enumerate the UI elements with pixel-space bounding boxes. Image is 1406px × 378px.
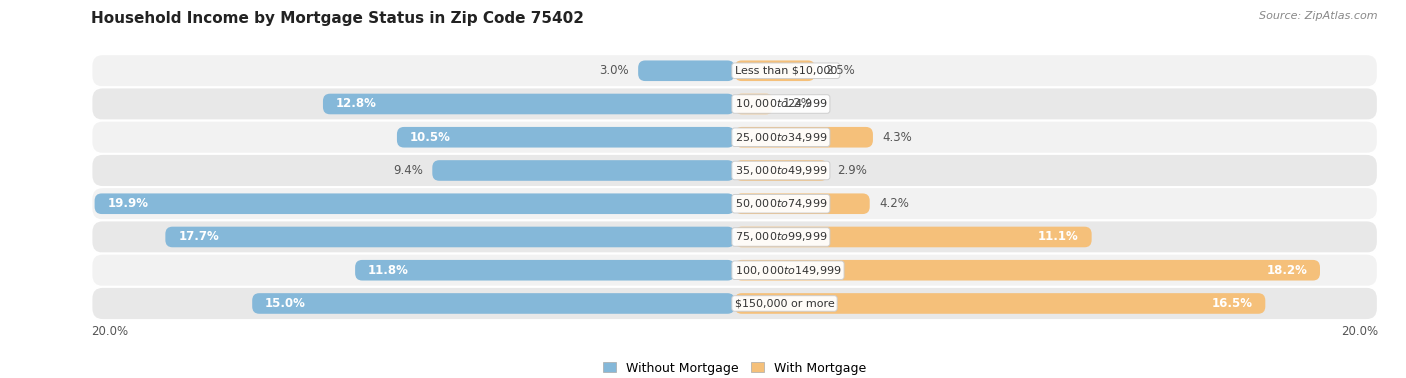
Text: $50,000 to $74,999: $50,000 to $74,999 <box>734 197 827 210</box>
Text: 20.0%: 20.0% <box>1341 325 1378 338</box>
Text: 18.2%: 18.2% <box>1267 264 1308 277</box>
FancyBboxPatch shape <box>734 260 1320 280</box>
Text: 4.3%: 4.3% <box>883 131 912 144</box>
Legend: Without Mortgage, With Mortgage: Without Mortgage, With Mortgage <box>599 356 870 378</box>
FancyBboxPatch shape <box>323 94 734 114</box>
FancyBboxPatch shape <box>166 227 734 247</box>
FancyBboxPatch shape <box>734 293 1265 314</box>
FancyBboxPatch shape <box>91 121 1378 154</box>
FancyBboxPatch shape <box>638 60 734 81</box>
Text: Less than $10,000: Less than $10,000 <box>734 66 837 76</box>
Text: $100,000 to $149,999: $100,000 to $149,999 <box>734 264 841 277</box>
Text: 4.2%: 4.2% <box>879 197 910 210</box>
Text: 11.1%: 11.1% <box>1038 231 1078 243</box>
Text: 9.4%: 9.4% <box>392 164 423 177</box>
FancyBboxPatch shape <box>94 194 734 214</box>
Text: 12.8%: 12.8% <box>336 98 377 110</box>
FancyBboxPatch shape <box>734 194 870 214</box>
Text: 17.7%: 17.7% <box>179 231 219 243</box>
FancyBboxPatch shape <box>91 287 1378 320</box>
Text: 10.5%: 10.5% <box>409 131 451 144</box>
FancyBboxPatch shape <box>91 254 1378 287</box>
FancyBboxPatch shape <box>432 160 734 181</box>
Text: 20.0%: 20.0% <box>91 325 128 338</box>
FancyBboxPatch shape <box>734 160 828 181</box>
Text: 1.2%: 1.2% <box>783 98 813 110</box>
Text: 15.0%: 15.0% <box>266 297 307 310</box>
Text: $25,000 to $34,999: $25,000 to $34,999 <box>734 131 827 144</box>
FancyBboxPatch shape <box>91 187 1378 220</box>
FancyBboxPatch shape <box>356 260 734 280</box>
FancyBboxPatch shape <box>91 154 1378 187</box>
Text: Source: ZipAtlas.com: Source: ZipAtlas.com <box>1260 11 1378 21</box>
FancyBboxPatch shape <box>734 94 773 114</box>
Text: 16.5%: 16.5% <box>1212 297 1253 310</box>
Text: 2.5%: 2.5% <box>825 64 855 77</box>
FancyBboxPatch shape <box>734 60 815 81</box>
Text: Household Income by Mortgage Status in Zip Code 75402: Household Income by Mortgage Status in Z… <box>91 11 585 26</box>
FancyBboxPatch shape <box>396 127 734 147</box>
FancyBboxPatch shape <box>734 127 873 147</box>
Text: $10,000 to $24,999: $10,000 to $24,999 <box>734 98 827 110</box>
FancyBboxPatch shape <box>91 220 1378 254</box>
FancyBboxPatch shape <box>91 54 1378 87</box>
Text: 3.0%: 3.0% <box>599 64 628 77</box>
Text: $150,000 or more: $150,000 or more <box>734 299 834 308</box>
Text: $35,000 to $49,999: $35,000 to $49,999 <box>734 164 827 177</box>
Text: $75,000 to $99,999: $75,000 to $99,999 <box>734 231 827 243</box>
FancyBboxPatch shape <box>734 227 1091 247</box>
FancyBboxPatch shape <box>252 293 734 314</box>
Text: 2.9%: 2.9% <box>838 164 868 177</box>
FancyBboxPatch shape <box>91 87 1378 121</box>
Text: 11.8%: 11.8% <box>368 264 409 277</box>
Text: 19.9%: 19.9% <box>107 197 149 210</box>
